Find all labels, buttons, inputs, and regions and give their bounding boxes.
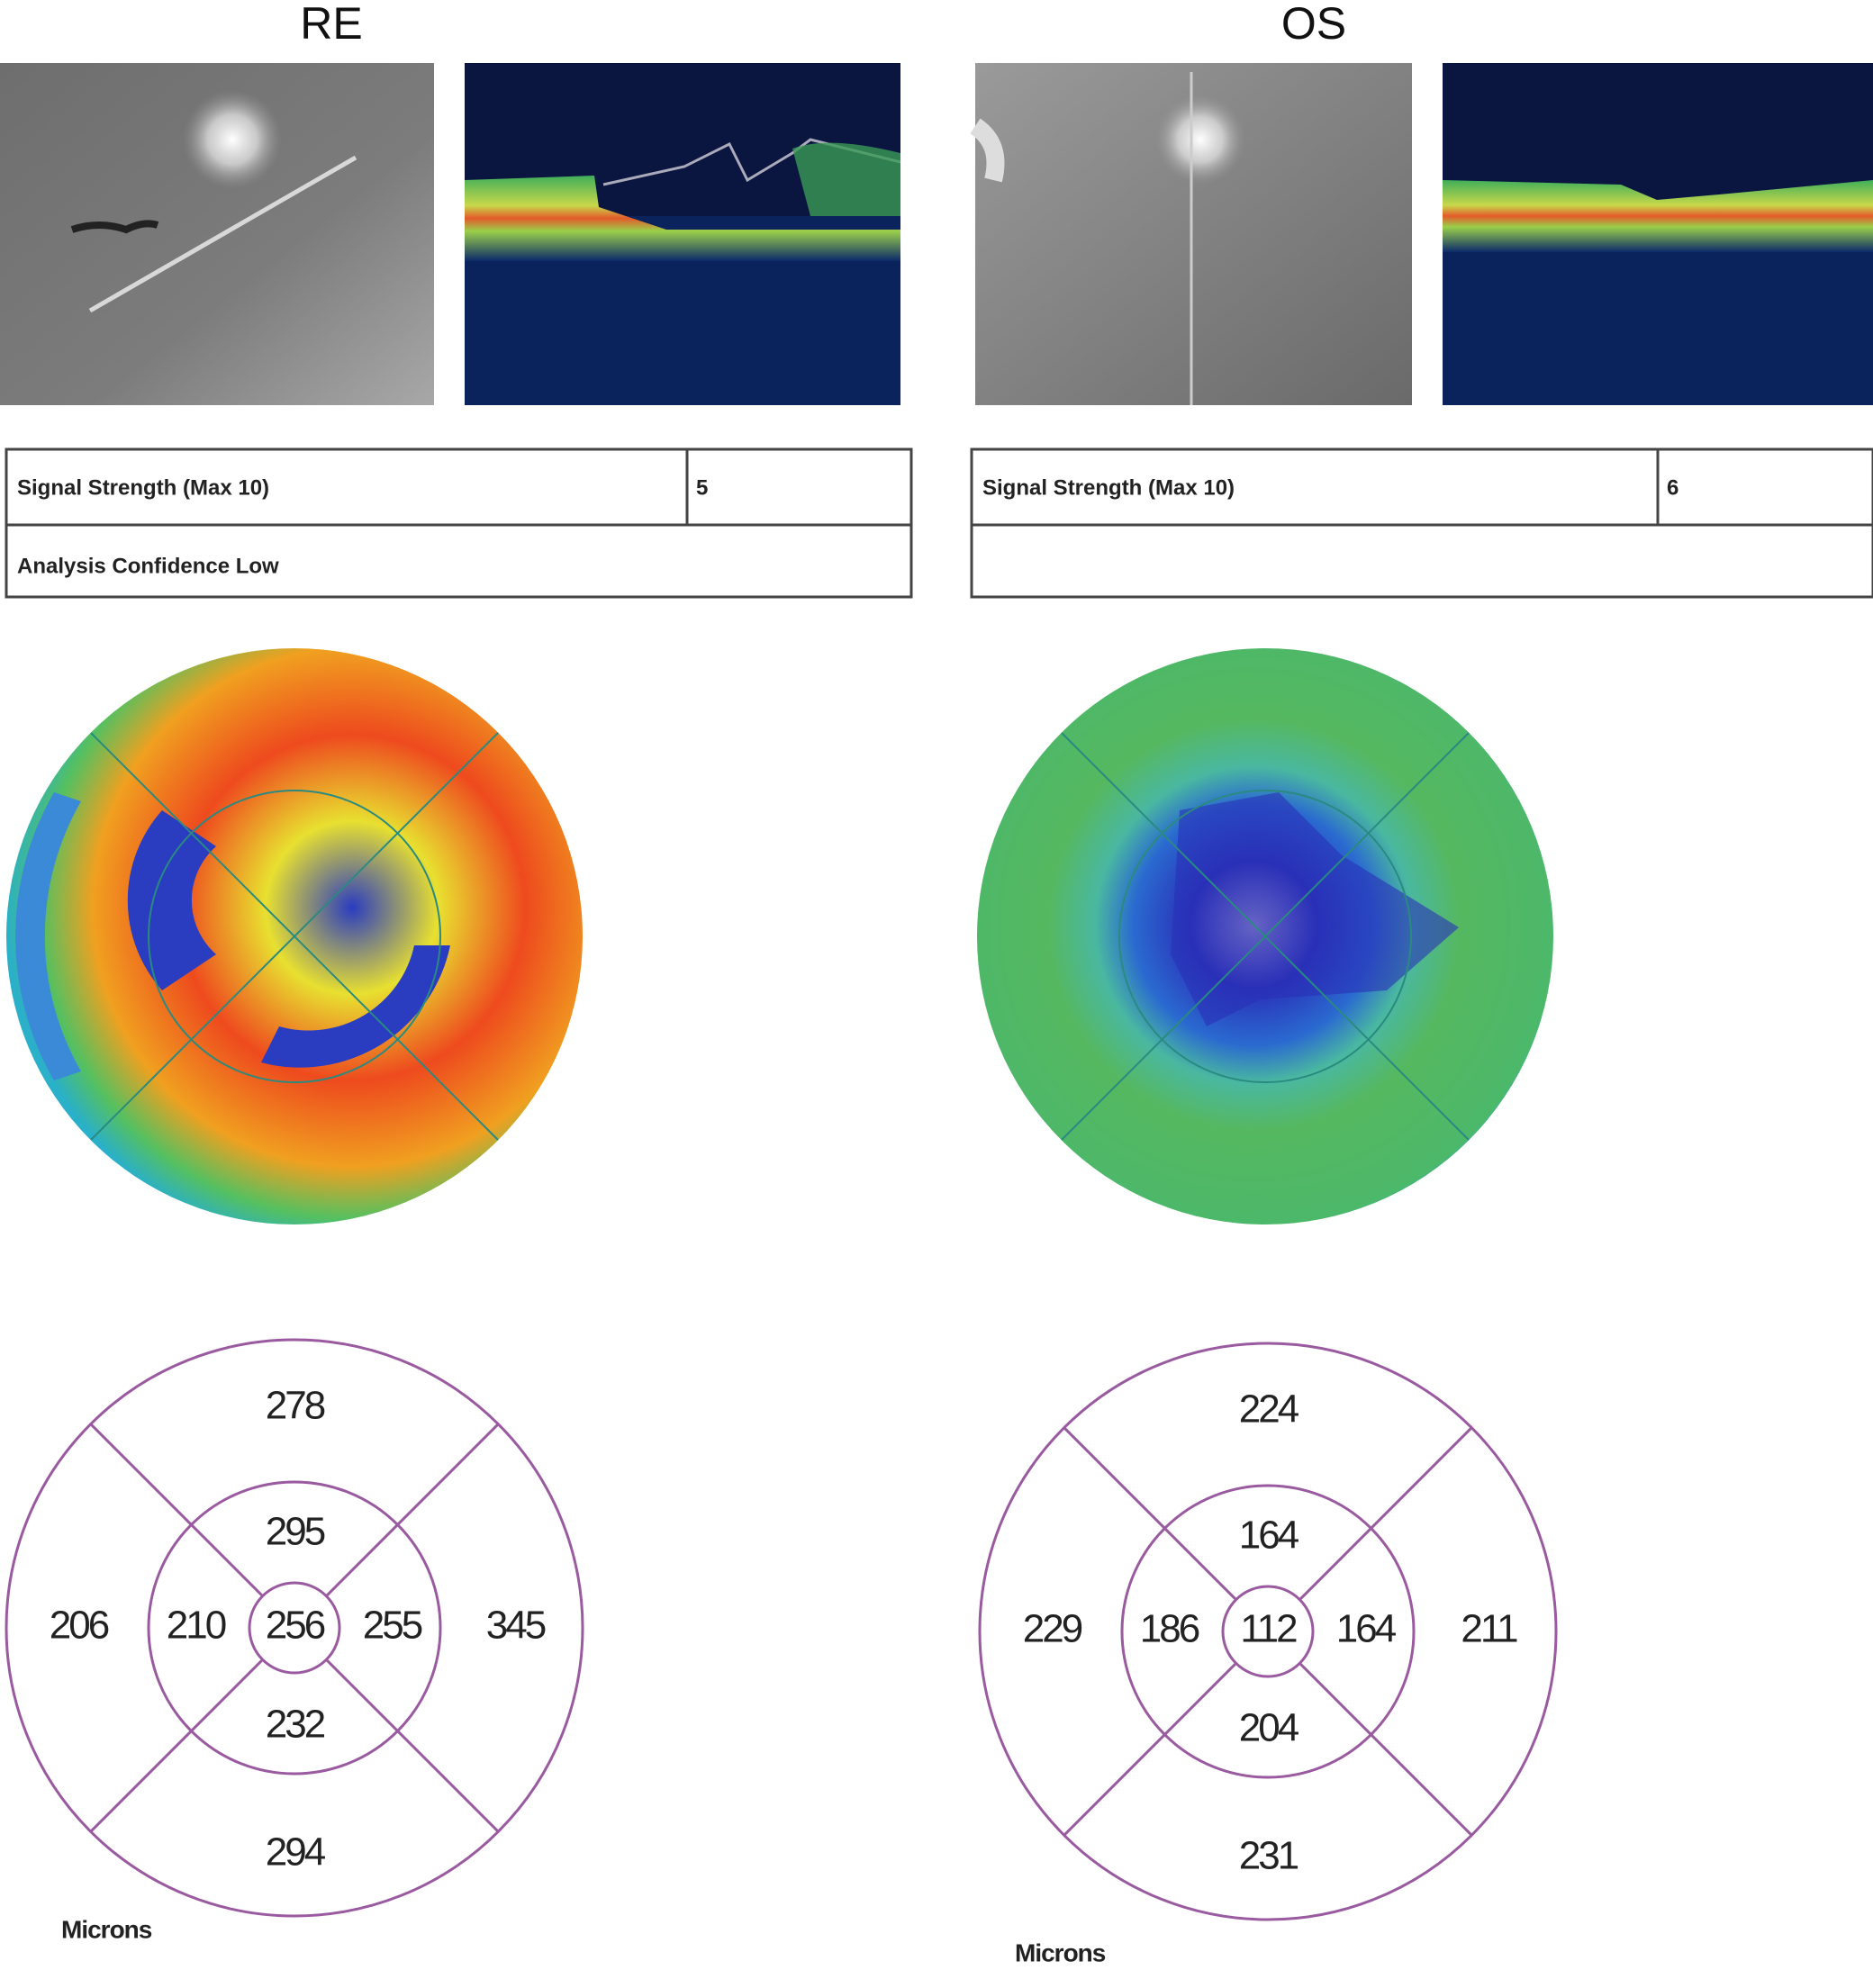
unit-label: Microns bbox=[1015, 1938, 1106, 1966]
thickness-value: 206 bbox=[50, 1604, 109, 1648]
oct-scan bbox=[1443, 63, 1873, 405]
grid-spoke bbox=[89, 1658, 264, 1833]
unit-label: Microns bbox=[61, 1915, 152, 1943]
grid-spoke bbox=[89, 1423, 264, 1597]
grid-spoke bbox=[1063, 1426, 1237, 1601]
fundus-image bbox=[970, 63, 1412, 405]
thickness-value: 256 bbox=[266, 1604, 325, 1648]
grid-ring bbox=[147, 1480, 442, 1776]
signal-label: Signal Strength (Max 10) bbox=[982, 475, 1235, 500]
fundus-image bbox=[0, 63, 434, 405]
thickness-value: 204 bbox=[1239, 1706, 1299, 1750]
grid-ring bbox=[248, 1581, 341, 1675]
thickness-value: 295 bbox=[266, 1510, 325, 1554]
grid-spoke bbox=[325, 1423, 500, 1597]
thickness-value: 345 bbox=[486, 1604, 546, 1648]
signal-label: Signal Strength (Max 10) bbox=[17, 475, 269, 500]
grid-ring bbox=[1120, 1484, 1416, 1779]
thickness-value: 229 bbox=[1023, 1607, 1082, 1651]
eye-label: RE bbox=[300, 0, 362, 49]
signal-value: 6 bbox=[1667, 475, 1678, 500]
grid-spoke bbox=[1063, 1662, 1237, 1837]
grid-spoke bbox=[325, 1658, 500, 1833]
thickness-value: 278 bbox=[266, 1384, 325, 1428]
thickness-value: 294 bbox=[266, 1830, 326, 1875]
thickness-value: 255 bbox=[363, 1604, 422, 1648]
thickness-value: 164 bbox=[1239, 1514, 1299, 1558]
thickness-value: 211 bbox=[1461, 1607, 1517, 1651]
signal-value: 5 bbox=[696, 475, 708, 500]
eye-label: OS bbox=[1281, 0, 1346, 49]
thickness-value: 231 bbox=[1239, 1834, 1298, 1878]
thickness-value: 210 bbox=[167, 1604, 226, 1648]
grid-ring bbox=[978, 1342, 1558, 1921]
thickness-map bbox=[6, 648, 583, 1224]
thickness-value: 186 bbox=[1140, 1607, 1199, 1651]
grid-ring bbox=[1221, 1585, 1315, 1678]
thickness-value: 164 bbox=[1336, 1607, 1397, 1651]
oct-scan bbox=[465, 63, 901, 405]
grid-spoke bbox=[1298, 1426, 1473, 1601]
signal-table bbox=[5, 447, 1873, 599]
thickness-value: 232 bbox=[266, 1703, 325, 1747]
grid-ring bbox=[5, 1338, 584, 1918]
grid-spoke bbox=[1298, 1662, 1473, 1837]
confidence: Analysis Confidence Low bbox=[17, 554, 279, 578]
thickness-value: 224 bbox=[1239, 1387, 1299, 1432]
thickness-value: 112 bbox=[1240, 1607, 1297, 1651]
thickness-map bbox=[977, 648, 1553, 1224]
